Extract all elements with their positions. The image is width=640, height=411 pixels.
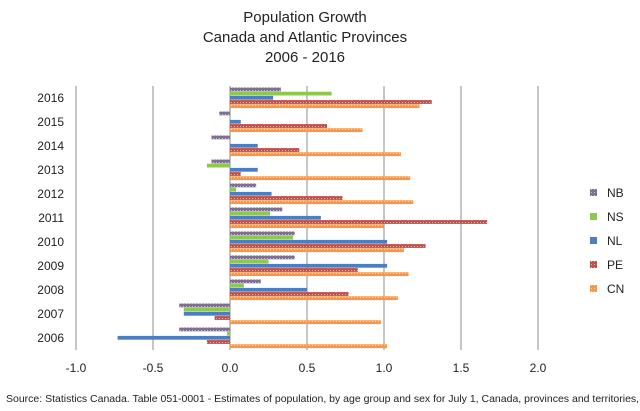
- x-tick-label: 0.0: [222, 361, 239, 375]
- bars: [117, 87, 488, 349]
- bar-nb-2012: [230, 183, 257, 188]
- bar-nb-2009: [230, 255, 295, 260]
- bar-cn-2010: [230, 248, 405, 253]
- legend: NB NS NL PE CN: [590, 186, 624, 296]
- bar-nl-2008: [230, 287, 307, 292]
- bar-nl-2010: [230, 239, 388, 244]
- bar-nb-2008: [230, 279, 261, 284]
- bar-nl-2012: [230, 191, 272, 196]
- bar-ns-2006: [226, 331, 230, 336]
- legend-label-cn: CN: [607, 282, 624, 296]
- bar-pe-2015: [230, 124, 328, 128]
- y-tick-label: 2008: [37, 283, 64, 297]
- bar-nb-2013: [211, 159, 230, 164]
- bar-cn-2016: [230, 104, 420, 109]
- bar-ns-2011: [230, 211, 271, 216]
- y-tick-label: 2013: [37, 163, 64, 177]
- bar-pe-2013: [230, 172, 241, 176]
- bar-cn-2007: [230, 320, 381, 325]
- bar-cn-2009: [230, 272, 409, 277]
- bar-cn-2014: [230, 152, 401, 157]
- bar-cn-2011: [230, 224, 384, 229]
- legend-label-ns: NS: [607, 210, 624, 224]
- x-tick-label: 2.0: [530, 361, 547, 375]
- legend-swatch-pe: [590, 261, 597, 268]
- y-tick-label: 2015: [37, 115, 64, 129]
- y-tick-label: 2010: [37, 235, 64, 249]
- legend-swatch-nb: [590, 189, 597, 196]
- chart-title-line: Population Growth: [243, 9, 366, 26]
- bar-nb-2014: [211, 135, 230, 140]
- bar-pe-2010: [230, 244, 426, 248]
- y-tick-label: 2016: [37, 91, 64, 105]
- x-tick-label: 1.5: [453, 361, 470, 375]
- x-tick-label: 0.5: [299, 361, 316, 375]
- bar-pe-2012: [230, 196, 343, 200]
- bar-cn-2008: [230, 296, 398, 301]
- bar-pe-2011: [230, 220, 488, 224]
- y-tick-label: 2007: [37, 307, 64, 321]
- bar-ns-2016: [230, 91, 332, 96]
- bar-nl-2006: [117, 335, 230, 340]
- bar-nl-2007: [183, 311, 230, 316]
- bar-cn-2013: [230, 176, 411, 181]
- bar-ns-2009: [230, 259, 269, 264]
- y-tick-label: 2014: [37, 139, 64, 153]
- bar-nl-2011: [230, 215, 321, 220]
- legend-label-nl: NL: [607, 234, 623, 248]
- chart-title: Population Growth Canada and Atlantic Pro…: [203, 9, 407, 66]
- bar-pe-2008: [230, 292, 349, 296]
- x-axis-labels: -1.0 -0.5 0.0 0.5 1.0 1.5 2.0: [66, 361, 547, 375]
- bar-pe-2006: [206, 340, 230, 344]
- bar-nb-2006: [179, 327, 230, 332]
- bar-nl-2014: [230, 143, 258, 148]
- bar-ns-2013: [206, 163, 230, 168]
- y-tick-label: 2006: [37, 331, 64, 345]
- x-tick-label: 1.0: [376, 361, 393, 375]
- chart-title-line: Canada and Atlantic Provinces: [203, 29, 407, 46]
- y-tick-label: 2011: [38, 211, 64, 225]
- bar-nb-2011: [230, 207, 283, 212]
- x-tick-label: -1.0: [66, 361, 87, 375]
- bar-nl-2015: [230, 119, 241, 124]
- y-tick-label: 2009: [37, 259, 64, 273]
- y-axis-labels: 2016 2015 2014 2013 2012 2011 2010 2009 2008 2007…: [37, 91, 64, 345]
- bar-pe-2016: [230, 100, 432, 104]
- legend-swatch-ns: [590, 213, 597, 220]
- bar-ns-2010: [230, 235, 294, 240]
- chart-title-line: 2006 - 2016: [265, 49, 345, 66]
- legend-label-nb: NB: [607, 186, 624, 200]
- source-note: Source: Statistics Canada. Table 051-000…: [6, 393, 640, 405]
- bar-ns-2008: [230, 283, 244, 288]
- bar-nl-2016: [230, 95, 274, 100]
- bar-ns-2012: [230, 187, 237, 192]
- bar-nb-2016: [230, 87, 281, 92]
- y-tick-label: 2012: [37, 187, 64, 201]
- bar-nb-2015: [219, 111, 230, 116]
- bar-cn-2012: [230, 200, 414, 205]
- bar-pe-2014: [230, 148, 300, 152]
- bar-cn-2006: [230, 344, 388, 349]
- bar-nb-2007: [179, 303, 230, 308]
- bar-cn-2015: [230, 128, 363, 133]
- legend-label-pe: PE: [607, 258, 623, 272]
- bar-ns-2007: [183, 307, 230, 312]
- bar-nl-2013: [230, 167, 258, 172]
- bar-pe-2007: [214, 316, 230, 320]
- x-tick-label: -0.5: [143, 361, 164, 375]
- bar-pe-2009: [230, 268, 358, 272]
- bar-nl-2009: [230, 263, 388, 268]
- bar-nb-2010: [230, 231, 295, 236]
- legend-swatch-cn: [590, 285, 597, 292]
- legend-swatch-nl: [590, 237, 597, 244]
